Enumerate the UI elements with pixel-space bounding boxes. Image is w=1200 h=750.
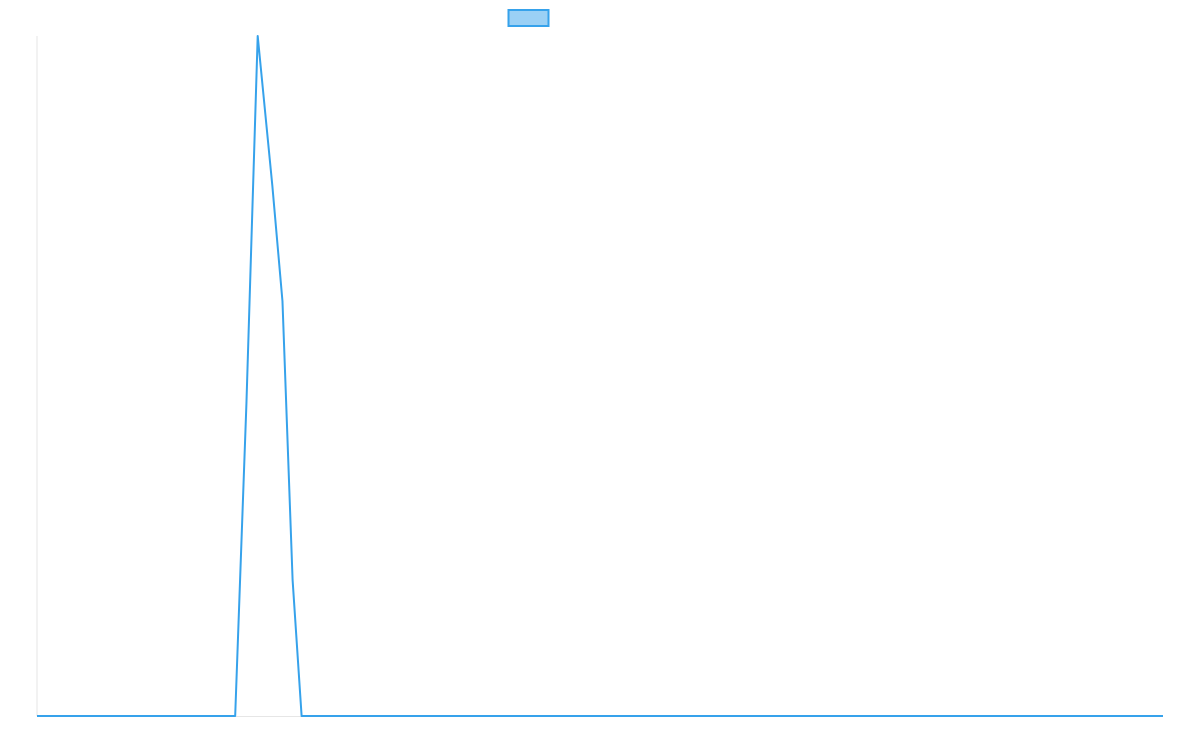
legend-swatch[interactable] [507, 9, 550, 27]
data-line [37, 35, 1163, 717]
